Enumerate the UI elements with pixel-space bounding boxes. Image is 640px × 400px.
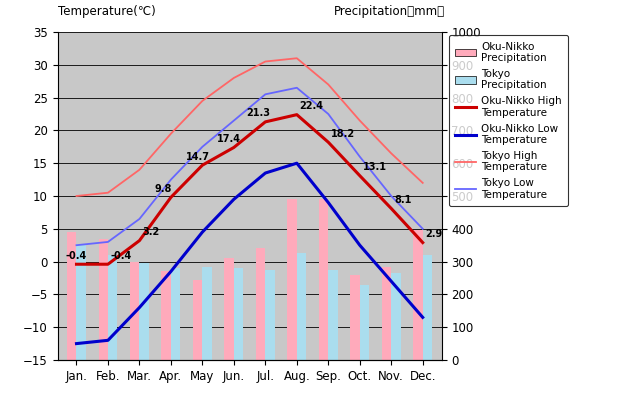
Bar [140, 263, 149, 360]
Text: 14.7: 14.7 [186, 152, 210, 162]
Text: 22.4: 22.4 [300, 101, 324, 111]
Bar [130, 262, 140, 360]
Text: 2.9: 2.9 [426, 229, 443, 239]
Bar [108, 255, 117, 360]
Text: 21.3: 21.3 [246, 108, 270, 118]
Text: 17.4: 17.4 [217, 134, 241, 144]
Bar [422, 255, 432, 360]
Bar [297, 254, 307, 360]
Text: 3.2: 3.2 [142, 227, 159, 237]
Bar [328, 270, 338, 360]
Bar [391, 273, 401, 360]
Bar [67, 232, 77, 360]
Text: -0.4: -0.4 [65, 251, 86, 261]
Text: -0.4: -0.4 [111, 251, 132, 261]
Text: 13.1: 13.1 [362, 162, 387, 172]
Text: 18.2: 18.2 [331, 129, 355, 139]
Bar [319, 199, 328, 360]
Bar [413, 230, 422, 360]
Bar [360, 284, 369, 360]
Bar [287, 199, 297, 360]
Bar [77, 244, 86, 360]
Bar [382, 266, 391, 360]
Text: 8.1: 8.1 [394, 195, 412, 205]
Text: Precipitation（mm）: Precipitation（mm） [333, 5, 445, 18]
Bar [99, 239, 108, 360]
Bar [193, 280, 202, 360]
Bar [266, 270, 275, 360]
Legend: Oku-Nikko
Precipitation, Tokyo
Precipitation, Oku-Nikko High
Temperature, Oku-Ni: Oku-Nikko Precipitation, Tokyo Precipita… [449, 35, 568, 206]
Bar [225, 258, 234, 360]
Text: 9.8: 9.8 [154, 184, 172, 194]
Bar [256, 248, 266, 360]
Text: Temperature(℃): Temperature(℃) [58, 5, 156, 18]
Bar [161, 272, 171, 360]
Bar [202, 266, 212, 360]
Bar [234, 268, 243, 360]
Bar [171, 268, 180, 360]
Bar [350, 275, 360, 360]
